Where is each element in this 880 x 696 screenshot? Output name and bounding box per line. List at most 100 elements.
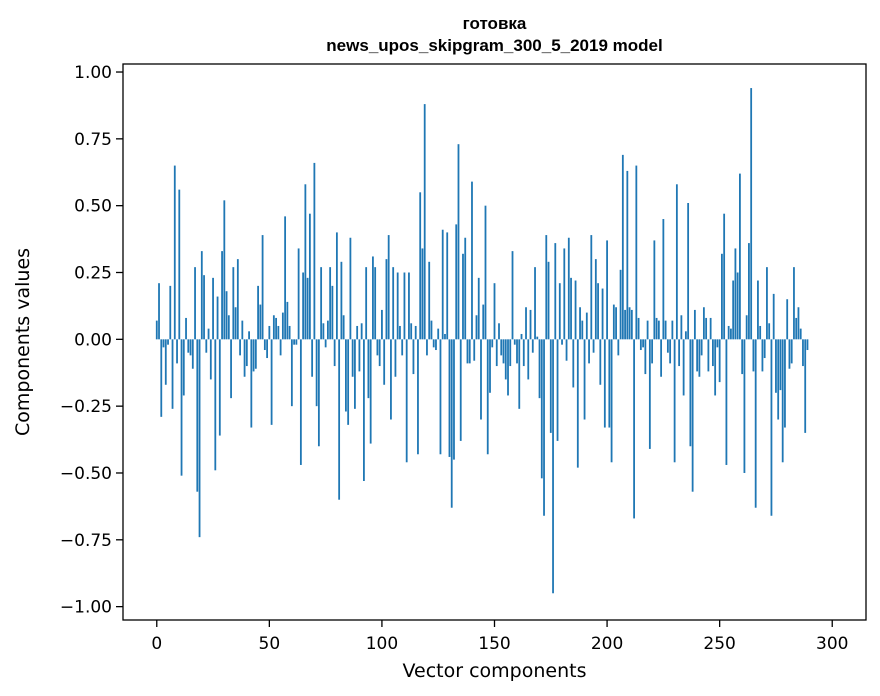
y-tick-label: 0.75	[74, 130, 112, 150]
bar	[367, 339, 370, 399]
x-tick-label: 200	[591, 634, 623, 654]
bar	[272, 315, 275, 340]
bar	[554, 243, 557, 340]
bar	[426, 339, 428, 356]
bar	[655, 317, 658, 340]
bar	[741, 339, 744, 375]
bar	[191, 339, 194, 369]
bar	[684, 331, 687, 340]
bar	[462, 253, 464, 340]
bar	[714, 339, 717, 396]
bar	[324, 339, 327, 348]
x-tick-label: 300	[816, 634, 848, 654]
bar	[633, 339, 635, 519]
bar	[354, 339, 356, 409]
bar	[750, 88, 753, 340]
bar	[745, 315, 748, 340]
bar	[385, 259, 388, 340]
bar	[471, 181, 473, 340]
bar	[275, 317, 277, 340]
bar	[270, 339, 273, 425]
y-tick-label: 0.50	[74, 197, 112, 217]
bar	[331, 285, 334, 340]
bar	[281, 312, 284, 340]
bar	[203, 275, 205, 340]
bar	[705, 317, 708, 340]
bar	[527, 339, 530, 380]
bar	[761, 339, 764, 372]
bar	[342, 315, 345, 340]
bar	[178, 189, 181, 340]
bar	[392, 267, 395, 340]
bar	[759, 325, 762, 340]
bar	[588, 339, 590, 364]
bar	[268, 325, 271, 340]
bar	[482, 304, 485, 340]
bar	[441, 229, 444, 340]
bar	[162, 339, 165, 348]
bar	[536, 336, 539, 340]
bar	[180, 339, 183, 476]
bar	[227, 315, 230, 340]
bar	[561, 339, 563, 345]
bars	[155, 88, 809, 594]
bar	[232, 267, 235, 340]
bar	[716, 339, 719, 348]
bar	[511, 251, 514, 340]
bar	[734, 248, 737, 340]
bar	[637, 317, 640, 340]
bar	[680, 315, 683, 340]
bar	[644, 339, 647, 375]
bar	[390, 339, 392, 420]
bar	[374, 267, 377, 340]
bar	[725, 339, 728, 465]
bar	[196, 339, 199, 492]
bar	[781, 339, 784, 463]
bar	[486, 339, 489, 455]
bar	[648, 339, 651, 449]
bar	[592, 339, 595, 353]
bar	[597, 283, 599, 340]
bar	[718, 339, 721, 383]
bar	[529, 309, 532, 340]
bar	[455, 224, 458, 340]
bar	[288, 325, 291, 340]
bar	[707, 339, 710, 372]
bar	[446, 232, 449, 340]
bar	[252, 339, 255, 372]
bar	[383, 339, 386, 385]
bar	[473, 339, 476, 361]
bar	[200, 251, 203, 340]
bar	[401, 339, 404, 356]
bar	[736, 272, 739, 340]
bar	[567, 237, 570, 340]
bar	[212, 277, 214, 340]
bar	[730, 328, 732, 340]
bar	[657, 320, 660, 340]
bar	[698, 339, 701, 377]
bar	[768, 323, 771, 340]
x-axis-label: Vector components	[403, 660, 587, 682]
bar	[547, 261, 550, 340]
bar	[254, 339, 257, 369]
bar	[464, 237, 467, 340]
bar	[608, 339, 611, 428]
bar	[509, 339, 512, 367]
bar	[752, 339, 755, 372]
bar	[484, 205, 487, 340]
bar	[795, 317, 798, 340]
bar	[444, 333, 446, 340]
bar	[381, 309, 383, 340]
bar	[477, 277, 480, 340]
bar	[603, 339, 606, 428]
bar	[304, 184, 307, 340]
bar	[545, 235, 548, 340]
bar	[459, 339, 462, 441]
bar	[709, 317, 712, 340]
bar	[317, 339, 320, 447]
bar	[376, 339, 379, 356]
bar	[356, 325, 359, 340]
bar	[585, 312, 588, 340]
bar	[513, 339, 516, 345]
bar	[696, 339, 699, 372]
